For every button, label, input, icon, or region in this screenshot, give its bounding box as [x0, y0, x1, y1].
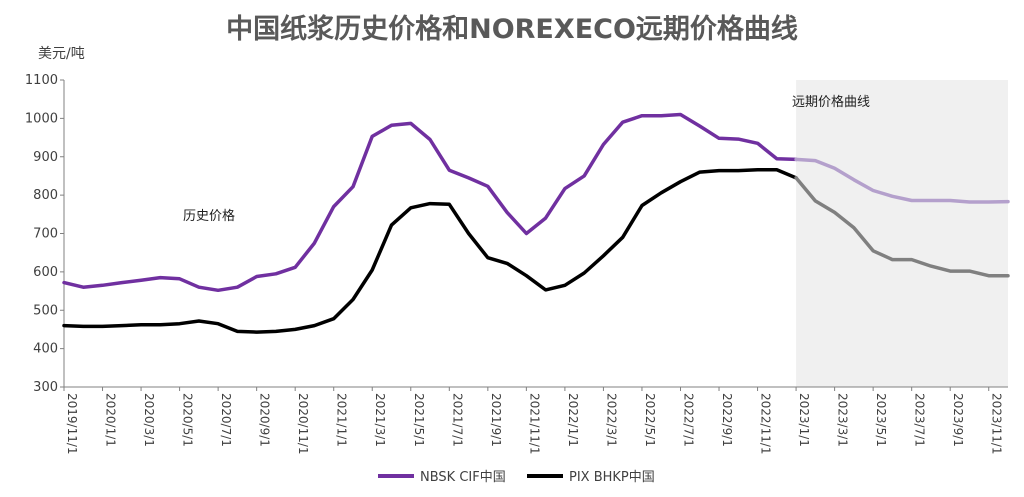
y-tick-label: 1000: [25, 111, 58, 126]
x-tick-label: 2020/11/1: [296, 393, 310, 455]
x-tick-label: 2022/9/1: [720, 393, 734, 447]
x-tick-label: 2019/11/1: [65, 393, 79, 455]
y-tick-label: 800: [33, 188, 58, 203]
legend: NBSK CIF中国 PIX BHKP中国: [378, 470, 655, 485]
x-tick-label: 2022/5/1: [643, 393, 657, 447]
y-tick-label: 600: [33, 265, 58, 280]
legend-label-nbsk: NBSK CIF中国: [420, 470, 506, 485]
y-tick-label: 500: [33, 303, 58, 318]
x-tick-label: 2020/7/1: [219, 393, 233, 447]
y-tick-label: 400: [33, 342, 58, 357]
legend-item-pix: PIX BHKP中国: [527, 470, 655, 485]
x-tick-label: 2021/3/1: [373, 393, 387, 447]
x-tick-label: 2023/1/1: [797, 393, 811, 447]
x-tick-label: 2022/1/1: [566, 393, 580, 447]
x-tick-label: 2021/7/1: [450, 393, 464, 447]
y-tick-label: 300: [33, 380, 58, 395]
legend-label-pix: PIX BHKP中国: [569, 470, 655, 485]
y-tick-label: 1100: [25, 73, 58, 88]
x-tick-label: 2023/11/1: [990, 393, 1004, 455]
axes: [63, 80, 1008, 388]
series-line-history-1: [62, 168, 798, 334]
y-tick-label: 700: [33, 227, 58, 242]
series-line-history-0: [62, 112, 798, 293]
x-tick-label: 2021/5/1: [412, 393, 426, 447]
x-tick-label: 2022/7/1: [681, 393, 695, 447]
series-line-forward-0: [794, 157, 1010, 204]
y-tick-label: 900: [33, 150, 58, 165]
x-tick-label: 2021/1/1: [335, 393, 349, 447]
chart-title: 中国纸浆历史价格和NOREXECO远期价格曲线: [226, 13, 798, 45]
x-tick-label: 2020/3/1: [142, 393, 156, 447]
x-tick-label: 2020/5/1: [181, 393, 195, 447]
x-tick-label: 2020/9/1: [258, 393, 272, 447]
x-axis-ticks: 2019/11/1 2020/1/1 2020/3/1 2020/5/1 2020/7/…: [63, 387, 1004, 455]
annotation-history: 历史价格: [183, 208, 235, 224]
x-tick-label: 2021/9/1: [489, 393, 503, 447]
series-line-forward-1: [794, 176, 1010, 278]
series-lines: [62, 112, 1010, 334]
x-tick-label: 2023/5/1: [874, 393, 888, 447]
forecast-region-shade: [796, 80, 1008, 387]
x-tick-label: 2022/11/1: [759, 393, 773, 455]
x-tick-label: 2020/1/1: [104, 393, 118, 447]
x-tick-label: 2022/3/1: [604, 393, 618, 447]
y-unit-label: 美元/吨: [38, 46, 85, 62]
x-tick-label: 2023/7/1: [913, 393, 927, 447]
legend-item-nbsk: NBSK CIF中国: [378, 470, 506, 485]
y-axis-ticks: 300 400 500 600 700 800 900 1000 1100: [25, 73, 64, 395]
annotation-forward-curve: 远期价格曲线: [792, 94, 870, 110]
x-tick-label: 2023/3/1: [836, 393, 850, 447]
x-tick-label: 2023/9/1: [951, 393, 965, 447]
x-tick-label: 2021/11/1: [527, 393, 541, 455]
